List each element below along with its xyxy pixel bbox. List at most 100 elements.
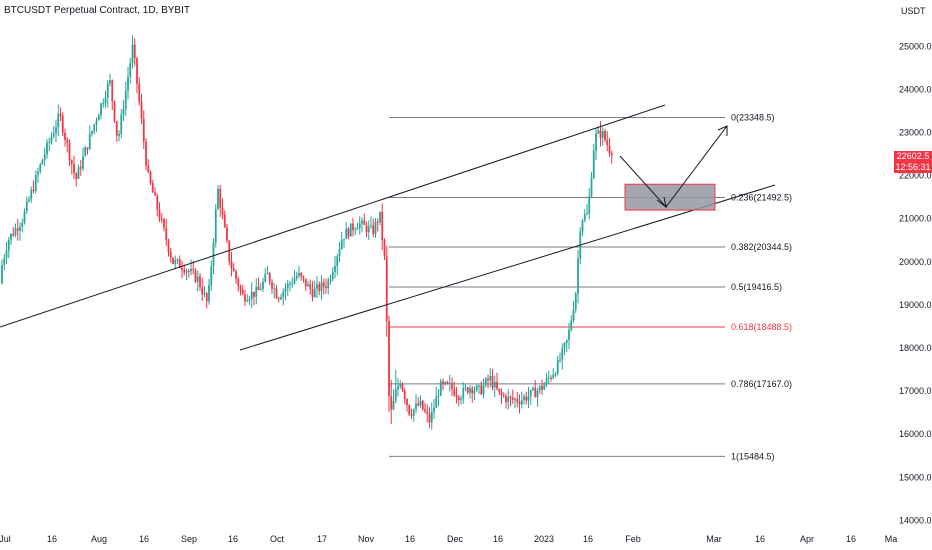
candle-body: [453, 389, 456, 396]
last-price-badge: 22602.5 12:56:31: [894, 151, 932, 173]
candle-body: [457, 396, 460, 401]
x-axis-tick-label: Feb: [625, 534, 641, 544]
candle-body: [383, 240, 386, 257]
candle-body: [604, 131, 606, 140]
x-axis-tick-label: Ma: [885, 534, 898, 544]
candle-body: [460, 398, 462, 401]
candle-body: [311, 289, 314, 298]
candle-body: [109, 80, 111, 84]
candle-body: [493, 381, 496, 388]
candle-body: [77, 167, 80, 179]
candle-body: [145, 141, 147, 166]
candle-body: [433, 407, 435, 412]
candle-body: [509, 396, 512, 398]
candle-body: [545, 378, 548, 385]
candle-body: [172, 257, 174, 264]
candle-body: [268, 273, 271, 282]
candle-body: [280, 297, 282, 300]
candle-body: [354, 229, 357, 231]
candle-body: [370, 225, 372, 227]
x-axis-tick-label: 16: [583, 534, 593, 544]
candle-body: [318, 284, 321, 292]
candle-body: [489, 376, 492, 381]
candle-body: [430, 411, 433, 423]
candle-body: [95, 120, 98, 125]
candle-body: [577, 258, 579, 294]
channel-upper-trendline: [0, 104, 666, 328]
candle-body: [565, 340, 568, 344]
candle-body: [52, 133, 55, 137]
candle-body: [16, 228, 19, 231]
candle-body: [439, 381, 442, 396]
x-axis-tick-label: Oct: [270, 534, 285, 544]
candle-body: [167, 240, 170, 252]
candle-body: [196, 276, 199, 282]
candle-body: [7, 239, 10, 251]
candle-body: [253, 291, 255, 297]
candle-body: [550, 377, 552, 379]
candle-body: [93, 124, 96, 131]
candle-body: [570, 320, 573, 330]
candle-body: [118, 133, 120, 136]
candle-body: [284, 288, 287, 292]
candle-body: [201, 287, 204, 295]
candle-body: [286, 283, 289, 289]
candle-body: [43, 154, 46, 160]
candle-body: [232, 268, 235, 272]
candle-body: [102, 103, 105, 105]
candle-body: [127, 76, 129, 91]
candle-body: [525, 396, 528, 401]
candle-body: [129, 63, 132, 77]
candle-body: [419, 400, 422, 406]
candle-body: [228, 240, 231, 262]
candle-body: [165, 227, 168, 241]
candle-body: [599, 130, 602, 138]
fib-level-label: 0.786(17167.0): [731, 379, 792, 389]
candle-body: [73, 164, 75, 174]
y-axis-tick-label: 14000.0: [899, 515, 932, 525]
currency-label: USDT: [901, 6, 926, 16]
candle-body: [464, 387, 467, 389]
candle-body: [97, 115, 100, 121]
candle-body: [527, 396, 530, 401]
projection-arrow-up-icon: [717, 125, 728, 136]
candle-body: [455, 395, 458, 397]
candle-body: [610, 153, 613, 156]
candle-body: [588, 196, 591, 214]
projection-arrow-down-icon: [656, 196, 667, 209]
x-axis-tick-label: 17: [317, 534, 327, 544]
candle-body: [372, 225, 375, 235]
candle-body: [295, 275, 298, 279]
candle-body: [313, 288, 316, 298]
candle-body: [122, 109, 125, 115]
candle-body: [554, 373, 557, 375]
candle-body: [444, 382, 447, 384]
candle-body: [1, 265, 3, 284]
fib-level-label: 0.382(20344.5): [731, 242, 792, 252]
candle-body: [55, 127, 57, 134]
candle-body: [417, 403, 420, 406]
candle-body: [124, 90, 127, 110]
candle-body: [563, 343, 566, 349]
candle-body: [502, 395, 505, 397]
candle-body: [356, 227, 359, 230]
candle-body: [345, 228, 348, 239]
candle-body: [156, 195, 159, 210]
candle-body: [309, 283, 312, 290]
x-axis-tick-label: Apr: [800, 534, 814, 544]
candle-body: [100, 103, 102, 116]
candle-body: [246, 300, 249, 302]
y-axis-tick-label: 24000.0: [899, 84, 932, 94]
candle-body: [428, 413, 431, 423]
candle-body: [590, 178, 593, 197]
candle-body: [5, 250, 8, 259]
candle-body: [397, 386, 399, 390]
candle-body: [608, 145, 611, 154]
candle-body: [217, 188, 219, 210]
candle-body: [325, 286, 327, 289]
candle-body: [408, 404, 411, 415]
candle-body: [28, 199, 30, 202]
candle-body: [334, 265, 336, 273]
x-axis-tick-label: 16: [228, 534, 238, 544]
